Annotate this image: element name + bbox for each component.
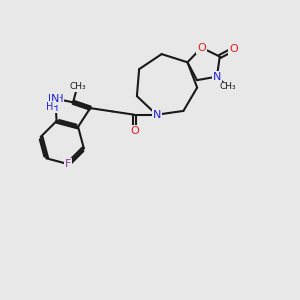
FancyBboxPatch shape bbox=[51, 95, 60, 102]
Text: N: N bbox=[152, 110, 161, 120]
FancyBboxPatch shape bbox=[47, 104, 53, 110]
FancyBboxPatch shape bbox=[153, 112, 160, 118]
FancyBboxPatch shape bbox=[76, 85, 79, 88]
FancyBboxPatch shape bbox=[73, 83, 82, 90]
FancyBboxPatch shape bbox=[153, 112, 160, 118]
Text: H: H bbox=[46, 102, 54, 112]
Text: O: O bbox=[130, 126, 139, 136]
FancyBboxPatch shape bbox=[52, 105, 58, 111]
FancyBboxPatch shape bbox=[198, 44, 205, 51]
FancyBboxPatch shape bbox=[226, 86, 229, 88]
Text: O: O bbox=[197, 43, 206, 53]
Text: NH: NH bbox=[48, 94, 63, 104]
FancyBboxPatch shape bbox=[223, 84, 232, 90]
Text: CH₃: CH₃ bbox=[219, 82, 236, 91]
Text: H: H bbox=[51, 103, 59, 113]
Text: F: F bbox=[65, 159, 71, 169]
Text: CH₃: CH₃ bbox=[69, 82, 86, 91]
FancyBboxPatch shape bbox=[131, 128, 138, 134]
Text: N: N bbox=[213, 72, 221, 82]
Text: N: N bbox=[152, 110, 161, 120]
FancyBboxPatch shape bbox=[214, 73, 220, 80]
FancyBboxPatch shape bbox=[76, 85, 79, 87]
Text: O: O bbox=[229, 44, 238, 54]
Text: N: N bbox=[51, 94, 60, 104]
FancyBboxPatch shape bbox=[50, 95, 61, 103]
FancyBboxPatch shape bbox=[230, 46, 237, 52]
FancyBboxPatch shape bbox=[64, 160, 72, 168]
